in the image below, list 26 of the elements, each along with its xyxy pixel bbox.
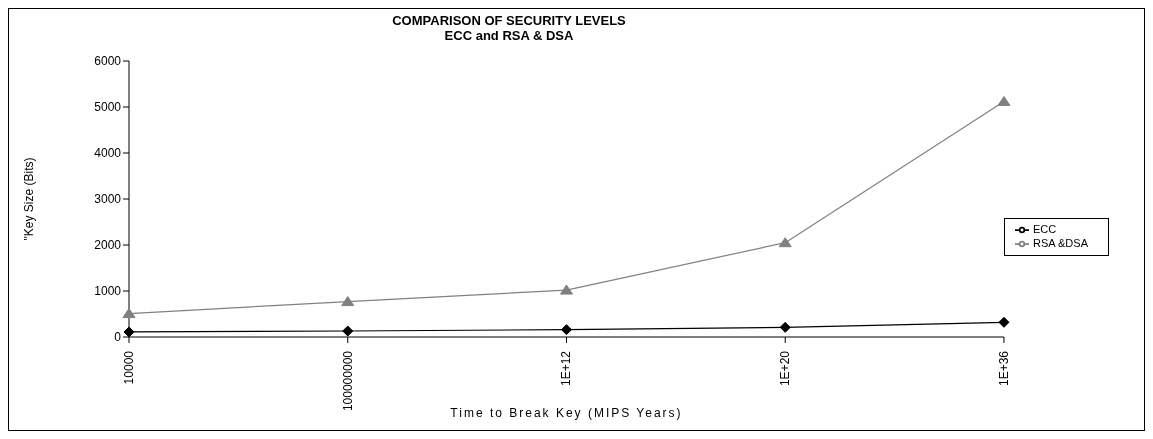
x-axis-title: Time to Break Key (MIPS Years) <box>450 406 683 420</box>
x-tick-label: 1E+36 <box>996 350 1011 387</box>
legend-label: RSA &DSA <box>1032 237 1088 249</box>
y-tick-label: 5000 <box>94 100 122 115</box>
point <box>779 321 791 333</box>
chart-title: COMPARISON OF SECURITY LEVELS ECC and RSA & DSA <box>391 13 627 43</box>
x-tick-label: 1E+20 <box>778 350 793 387</box>
y-tick-label: 4000 <box>94 146 122 161</box>
legend-label: ECC <box>1032 222 1057 235</box>
point <box>341 296 355 307</box>
y-tick-label: 6000 <box>94 54 122 69</box>
x-tick-label: 1E+12 <box>559 350 574 387</box>
point <box>560 324 572 336</box>
point <box>778 237 792 248</box>
point <box>559 284 573 295</box>
x-tick-label: 10000 <box>122 350 136 385</box>
point <box>997 95 1011 106</box>
point <box>342 325 354 337</box>
y-tick-label: 3000 <box>94 192 122 207</box>
x-tick-label: 100000000 <box>340 350 355 412</box>
point <box>998 316 1010 328</box>
y-axis-title: "Key Size (Bits) <box>22 157 37 241</box>
point <box>122 308 136 319</box>
y-tick-label: 2000 <box>94 238 122 253</box>
y-tick-label: 0 <box>114 330 122 345</box>
y-tick-label: 1000 <box>94 284 122 299</box>
